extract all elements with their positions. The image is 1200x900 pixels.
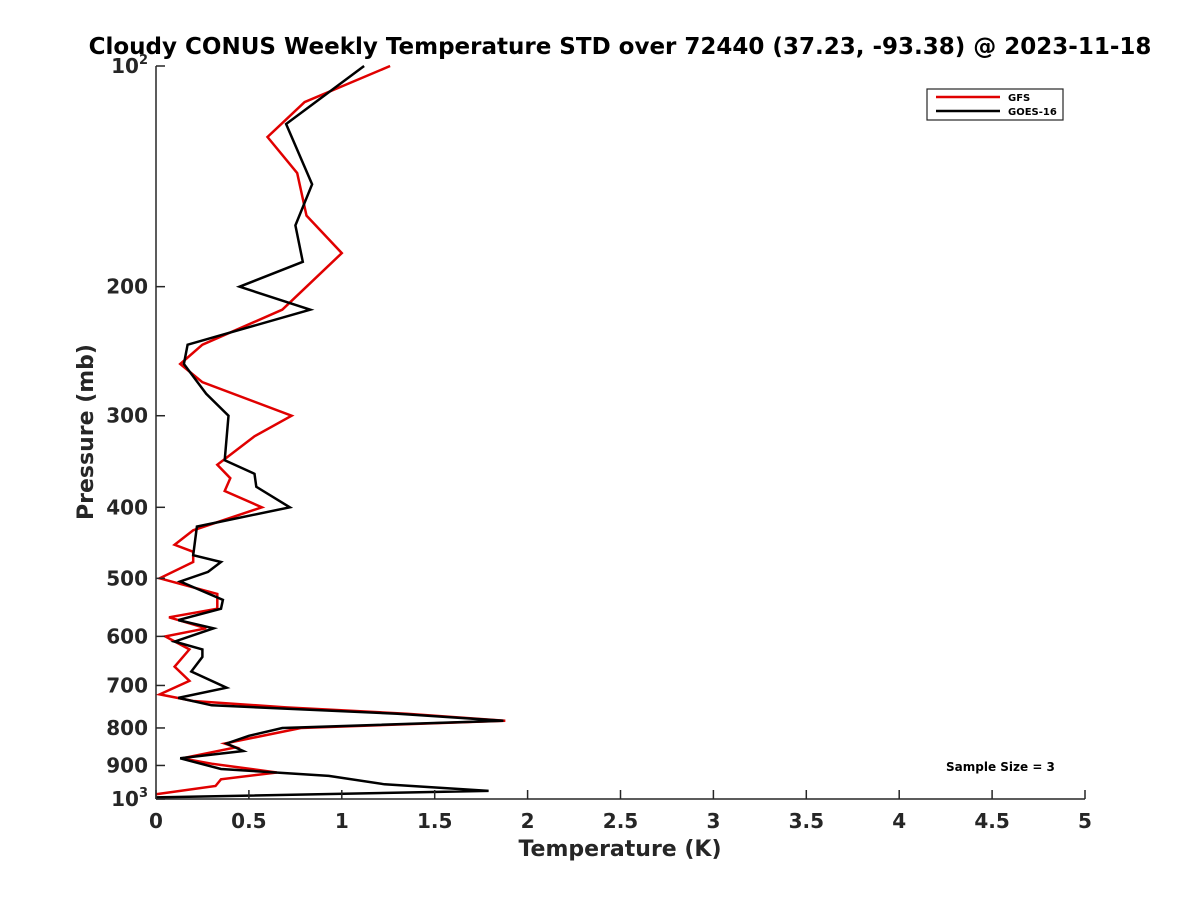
x-axis-label: Temperature (K) — [518, 837, 721, 862]
y-axis-label: Pressure (mb) — [74, 344, 99, 520]
y-tick-label: 102 — [111, 53, 148, 78]
sample-size-annotation: Sample Size = 3 — [946, 760, 1055, 774]
x-tick-label: 5 — [1078, 809, 1092, 833]
x-tick-label: 3.5 — [789, 809, 824, 833]
y-tick-label: 200 — [106, 275, 148, 299]
x-tick-label: 1 — [335, 809, 349, 833]
y-tick-label: 900 — [106, 753, 148, 777]
y-tick-label: 300 — [106, 404, 148, 428]
chart-title: Cloudy CONUS Weekly Temperature STD over… — [89, 34, 1152, 60]
series-layer — [155, 64, 506, 799]
x-axis-ticks: 0 0.5 1 1.5 2 2.5 3 3.5 4 4.5 5 — [149, 790, 1092, 833]
x-tick-label: 2 — [521, 809, 535, 833]
y-tick-label: 500 — [106, 566, 148, 590]
x-tick-label: 2.5 — [603, 809, 638, 833]
y-tick-label: 700 — [106, 673, 148, 697]
legend-label-gfs: GFS — [1008, 93, 1030, 104]
y-tick-label: 103 — [111, 786, 148, 811]
x-tick-label: 1.5 — [417, 809, 452, 833]
legend-label-goes16: GOES-16 — [1008, 107, 1057, 118]
x-tick-label: 3 — [706, 809, 720, 833]
x-tick-label: 4 — [892, 809, 906, 833]
series-line-goes16 — [155, 64, 504, 799]
y-axis-ticks: 102 200 300 400 500 600 700 800 900 103 — [106, 53, 165, 811]
y-tick-label: 800 — [106, 716, 148, 740]
x-tick-label: 0.5 — [231, 809, 266, 833]
legend: GFS GOES-16 — [926, 88, 1064, 121]
legend-box — [926, 88, 1064, 121]
y-tick-label: 400 — [106, 495, 148, 519]
x-tick-label: 0 — [149, 809, 163, 833]
plot-background — [156, 66, 1085, 799]
y-tick-label: 600 — [106, 624, 148, 648]
x-tick-label: 4.5 — [974, 809, 1009, 833]
